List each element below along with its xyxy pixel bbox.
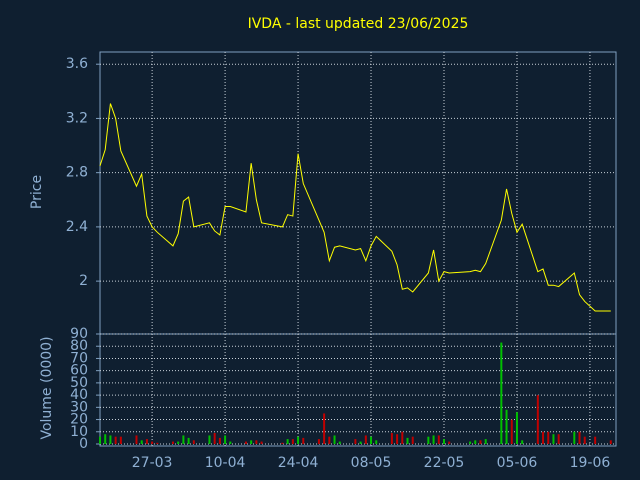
- volume-bar: [338, 441, 341, 444]
- x-tick-label: 27-03: [132, 455, 173, 471]
- volume-bar: [114, 436, 117, 444]
- volume-bar: [479, 440, 482, 444]
- volume-bar: [218, 437, 221, 444]
- volume-bar: [224, 435, 227, 444]
- volume-bar: [411, 436, 414, 444]
- volume-bar: [260, 441, 263, 444]
- volume-bar: [583, 436, 586, 444]
- volume-bar: [250, 440, 253, 444]
- y-tick-label: 50: [70, 375, 88, 391]
- y-tick-label: 3.6: [66, 56, 88, 72]
- x-tick-label: 08-05: [351, 455, 392, 471]
- volume-bar: [396, 434, 399, 444]
- y-tick-label: 3.2: [66, 110, 88, 126]
- volume-bar: [375, 440, 378, 444]
- volume-bar: [510, 419, 513, 444]
- volume-bar: [297, 436, 300, 444]
- volume-bar: [145, 439, 148, 444]
- volume-bar: [291, 439, 294, 444]
- volume-bar: [229, 441, 232, 444]
- volume-bar: [547, 431, 550, 444]
- volume-bar: [390, 433, 393, 444]
- x-tick-label: 22-05: [424, 455, 465, 471]
- volume-bar: [406, 437, 409, 444]
- volume-bar: [359, 441, 362, 444]
- volume-bar: [323, 413, 326, 444]
- y-axis-label: Volume (0000): [39, 336, 55, 439]
- volume-bar: [333, 435, 336, 444]
- volume-bar: [515, 412, 518, 444]
- y-tick-label: 60: [70, 363, 88, 379]
- y-tick-label: 20: [70, 412, 88, 428]
- volume-bar: [302, 437, 305, 444]
- volume-bar: [104, 434, 107, 444]
- volume-bar: [443, 439, 445, 444]
- volume-bar: [281, 442, 284, 444]
- volume-bar: [244, 441, 247, 444]
- volume-bar: [437, 435, 440, 444]
- volume-bar: [484, 439, 487, 444]
- y-tick-label: 40: [70, 387, 88, 403]
- volume-bar: [177, 441, 180, 444]
- y-tick-label: 30: [70, 399, 88, 415]
- volume-bar: [474, 440, 477, 444]
- volume-bar: [182, 435, 185, 444]
- volume-bar: [208, 435, 211, 444]
- y-tick-label: 2: [79, 273, 88, 289]
- volume-bar: [151, 441, 154, 444]
- volume-bar: [109, 435, 112, 444]
- volume-bar: [99, 436, 101, 444]
- volume-bar: [573, 431, 576, 444]
- y-tick-label: 90: [70, 326, 88, 342]
- volume-bar: [317, 439, 320, 444]
- volume-bar: [401, 431, 404, 444]
- volume-bar: [557, 434, 560, 444]
- volume-bar: [578, 431, 581, 444]
- y-tick-label: 0: [79, 436, 88, 452]
- volume-bar: [542, 431, 545, 444]
- x-tick-label: 19-06: [570, 455, 611, 471]
- y-tick-label: 10: [70, 424, 88, 440]
- volume-bar: [552, 434, 555, 444]
- volume-bar: [448, 441, 451, 444]
- chart-title: IVDA - last updated 23/06/2025: [248, 16, 469, 32]
- volume-bar: [286, 439, 289, 444]
- y-tick-label: 80: [70, 338, 88, 354]
- volume-bar: [119, 436, 122, 444]
- volume-bar: [427, 436, 430, 444]
- y-tick-label: 2.4: [66, 219, 88, 235]
- volume-bar: [328, 436, 331, 444]
- volume-bar: [192, 440, 195, 444]
- x-tick-label: 24-04: [278, 455, 319, 471]
- volume-bar: [255, 440, 258, 444]
- y-tick-label: 2.8: [66, 165, 88, 181]
- price-line: [99, 103, 611, 312]
- x-tick-label: 10-04: [205, 455, 246, 471]
- volume-bar: [536, 395, 539, 444]
- y-tick-label: 70: [70, 350, 88, 366]
- volume-bar: [171, 441, 174, 444]
- volume-bar: [500, 342, 503, 444]
- volume-bar: [187, 437, 190, 444]
- volume-bar: [370, 436, 373, 444]
- volume-bar: [505, 409, 508, 444]
- volume-bar: [140, 440, 143, 444]
- y-axis-label: Price: [29, 175, 45, 209]
- volume-bar: [135, 435, 138, 444]
- x-tick-label: 05-06: [497, 455, 538, 471]
- volume-bar: [594, 436, 597, 444]
- volume-bar: [609, 440, 612, 444]
- volume-bar: [521, 440, 524, 444]
- volume-bar: [469, 441, 472, 444]
- volume-bar: [213, 433, 216, 444]
- volume-bar: [364, 435, 367, 444]
- volume-bar: [354, 439, 357, 444]
- volume-bar: [432, 435, 435, 444]
- volume-bar: [156, 442, 159, 444]
